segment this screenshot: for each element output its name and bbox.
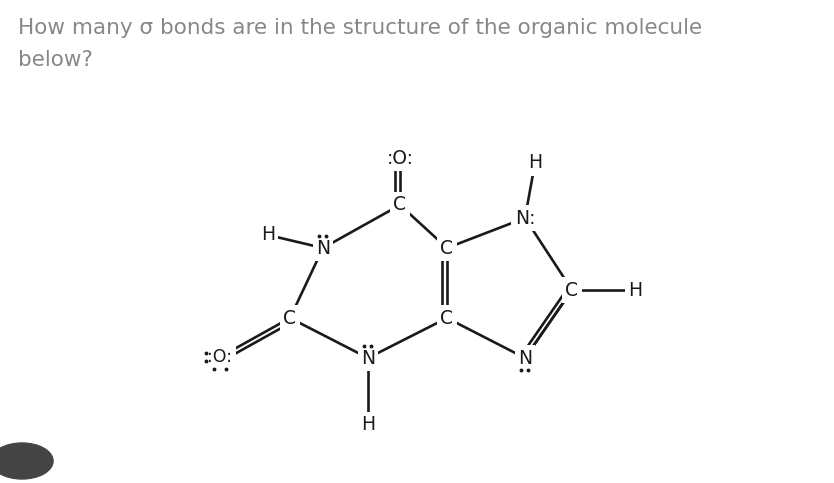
Text: C: C (440, 309, 454, 327)
Text: C: C (394, 196, 406, 214)
Text: :O:: :O: (208, 348, 233, 366)
Text: C: C (284, 309, 297, 327)
Text: C: C (440, 239, 454, 257)
Text: How many σ bonds are in the structure of the organic molecule: How many σ bonds are in the structure of… (18, 18, 702, 38)
Text: N: N (518, 349, 532, 368)
Text: :O:: :O: (386, 148, 414, 168)
Text: H: H (628, 281, 642, 299)
Text: H: H (528, 154, 542, 172)
Text: N:: N: (515, 209, 535, 227)
Text: C: C (565, 281, 579, 299)
Text: N: N (316, 239, 330, 257)
Text: N: N (361, 349, 375, 368)
Text: below?: below? (18, 50, 93, 70)
Text: H: H (261, 226, 275, 244)
Text: H: H (361, 415, 375, 435)
